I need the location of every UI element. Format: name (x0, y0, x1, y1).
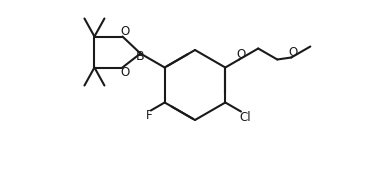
Text: B: B (136, 50, 145, 63)
Text: Cl: Cl (239, 111, 251, 124)
Text: O: O (121, 25, 130, 38)
Text: O: O (237, 48, 246, 61)
Text: F: F (146, 109, 152, 122)
Text: O: O (121, 66, 130, 79)
Text: O: O (289, 46, 298, 59)
